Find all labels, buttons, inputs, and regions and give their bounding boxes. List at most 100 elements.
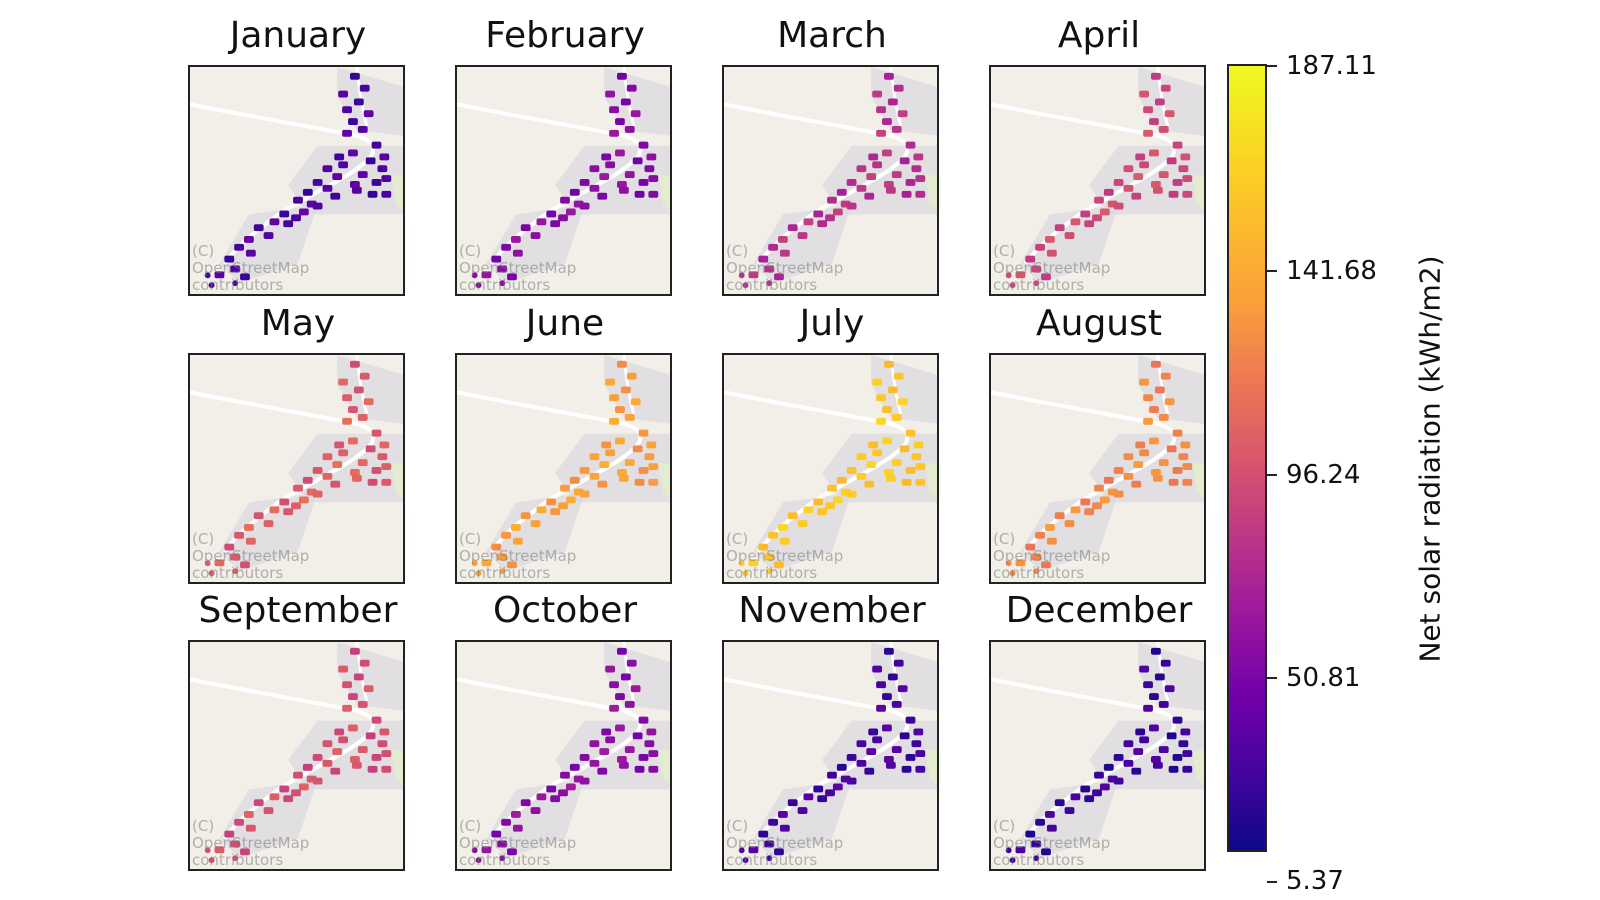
building: [302, 476, 313, 484]
building: [381, 478, 392, 486]
building: [620, 386, 631, 394]
building: [1070, 506, 1081, 514]
building: [269, 506, 280, 514]
landuse-area: [604, 67, 670, 136]
building: [359, 84, 370, 92]
building: [269, 218, 280, 226]
building: [499, 280, 506, 287]
building: [893, 372, 904, 380]
building: [589, 165, 600, 173]
road: [190, 677, 376, 840]
building: [381, 765, 392, 773]
building: [283, 508, 294, 516]
building: [224, 830, 235, 838]
building: [779, 537, 790, 545]
building: [367, 478, 378, 486]
attribution-line: contributors: [459, 851, 551, 869]
building: [349, 360, 360, 368]
building: [558, 502, 568, 510]
building: [357, 746, 368, 754]
building: [1158, 171, 1169, 179]
building: [589, 453, 600, 461]
building: [283, 220, 294, 228]
building: [832, 208, 843, 216]
building: [1139, 161, 1150, 169]
building: [365, 157, 376, 165]
road: [724, 390, 910, 553]
building: [569, 476, 580, 484]
building: [864, 480, 875, 488]
building: [365, 732, 376, 740]
map-canvas: [991, 355, 1204, 577]
map-canvas: [457, 67, 670, 289]
building: [579, 754, 590, 761]
building: [230, 840, 241, 848]
building: [846, 179, 857, 186]
building: [1099, 496, 1110, 504]
building: [491, 830, 502, 838]
building: [1149, 437, 1159, 445]
building: [546, 498, 557, 506]
building: [560, 484, 570, 492]
attribution-line: (C): [459, 530, 482, 548]
building: [748, 559, 759, 567]
building: [1158, 125, 1169, 133]
building: [883, 72, 894, 80]
building: [1172, 716, 1183, 724]
colorbar-tick-label: 187.11: [1286, 51, 1377, 81]
building: [787, 512, 798, 520]
building: [876, 129, 886, 137]
panel-title-june: June: [525, 303, 605, 344]
building: [1131, 480, 1142, 488]
attribution-line: OpenStreetMap: [993, 834, 1111, 852]
building: [589, 740, 600, 748]
building: [616, 647, 627, 655]
building: [1150, 360, 1161, 368]
building: [1139, 449, 1150, 457]
colorbar-label: Net solar radiation (kWh/m2): [1413, 255, 1447, 663]
building: [872, 665, 883, 673]
building: [630, 110, 641, 118]
road: [991, 390, 1177, 553]
building: [846, 754, 857, 761]
building: [351, 761, 362, 769]
building: [872, 90, 883, 98]
building: [550, 220, 561, 228]
attribution-line: contributors: [726, 564, 818, 582]
building: [605, 90, 616, 98]
building: [224, 255, 235, 263]
building: [322, 740, 333, 748]
map-attribution: (C) OpenStreetMap contributors: [459, 243, 576, 294]
building: [885, 761, 896, 769]
attribution-line: contributors: [993, 276, 1085, 294]
building: [1123, 472, 1134, 480]
building: [283, 795, 294, 803]
landuse-area: [1138, 67, 1204, 136]
building: [1150, 468, 1161, 476]
building: [846, 202, 857, 210]
building: [615, 406, 625, 413]
building: [365, 445, 376, 453]
map-canvas: [190, 67, 403, 289]
building: [876, 681, 886, 689]
field-area: [925, 175, 937, 210]
building: [589, 759, 600, 767]
building: [813, 210, 824, 218]
building: [298, 208, 309, 216]
building: [905, 467, 916, 474]
map-panel-march: (C) OpenStreetMap contributors: [722, 65, 939, 296]
building: [353, 673, 364, 681]
building: [615, 693, 625, 700]
building: [1070, 218, 1081, 226]
landuse-area: [604, 355, 670, 424]
panel-title-april: April: [1057, 15, 1141, 56]
building: [836, 188, 847, 196]
building: [1139, 736, 1150, 744]
building: [291, 214, 301, 222]
attribution-line: OpenStreetMap: [993, 259, 1111, 277]
building: [245, 249, 256, 257]
building: [1064, 807, 1075, 814]
building: [1149, 149, 1159, 157]
building: [887, 673, 898, 681]
map-attribution: (C) OpenStreetMap contributors: [993, 243, 1110, 294]
